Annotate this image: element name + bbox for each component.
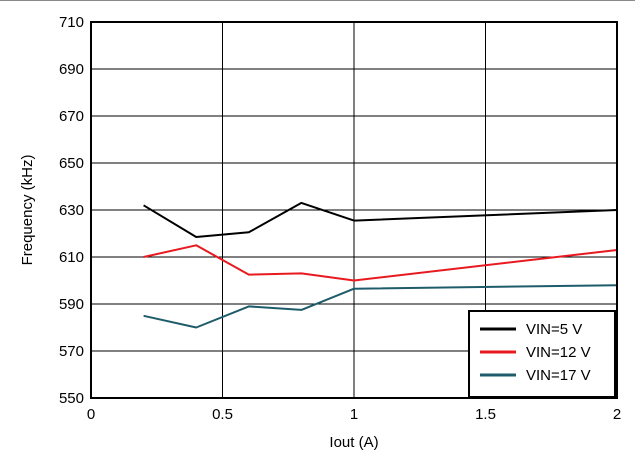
x-tick-label: 0 [87, 406, 95, 423]
x-axis-title: Iout (A) [329, 434, 378, 451]
y-tick-label: 670 [59, 108, 84, 125]
x-tick-label: 0.5 [212, 406, 233, 423]
y-tick-label: 570 [59, 343, 84, 360]
x-tick-label: 1.5 [475, 406, 496, 423]
series-line-2 [143, 244, 618, 282]
plot-border [90, 21, 618, 399]
x-axis-ticks: 0 0.5 1 1.5 2 [87, 406, 621, 423]
legend-label-2: VIN=12 V [526, 344, 591, 361]
series-lines [143, 201, 618, 329]
legend-box [468, 310, 616, 398]
y-axis-ticks: 550 570 590 610 630 650 670 690 710 [59, 14, 84, 407]
x-tick-label: 2 [613, 406, 621, 423]
gridlines [91, 22, 617, 398]
legend-label-3: VIN=17 V [526, 367, 591, 384]
legend-label-1: VIN=5 V [526, 321, 582, 338]
x-tick-label: 1 [350, 406, 358, 423]
series-line-1 [143, 201, 618, 238]
y-tick-label: 710 [59, 14, 84, 31]
y-tick-label: 550 [59, 390, 84, 407]
legend: VIN=5 V VIN=12 V VIN=17 V [468, 310, 616, 398]
y-axis-title: Frequency (kHz) [19, 155, 36, 266]
top-divider [0, 0, 635, 1]
y-tick-label: 590 [59, 296, 84, 313]
y-tick-label: 630 [59, 202, 84, 219]
series-line-3 [143, 284, 618, 329]
y-tick-label: 690 [59, 61, 84, 78]
y-tick-label: 650 [59, 155, 84, 172]
y-tick-label: 610 [59, 249, 84, 266]
